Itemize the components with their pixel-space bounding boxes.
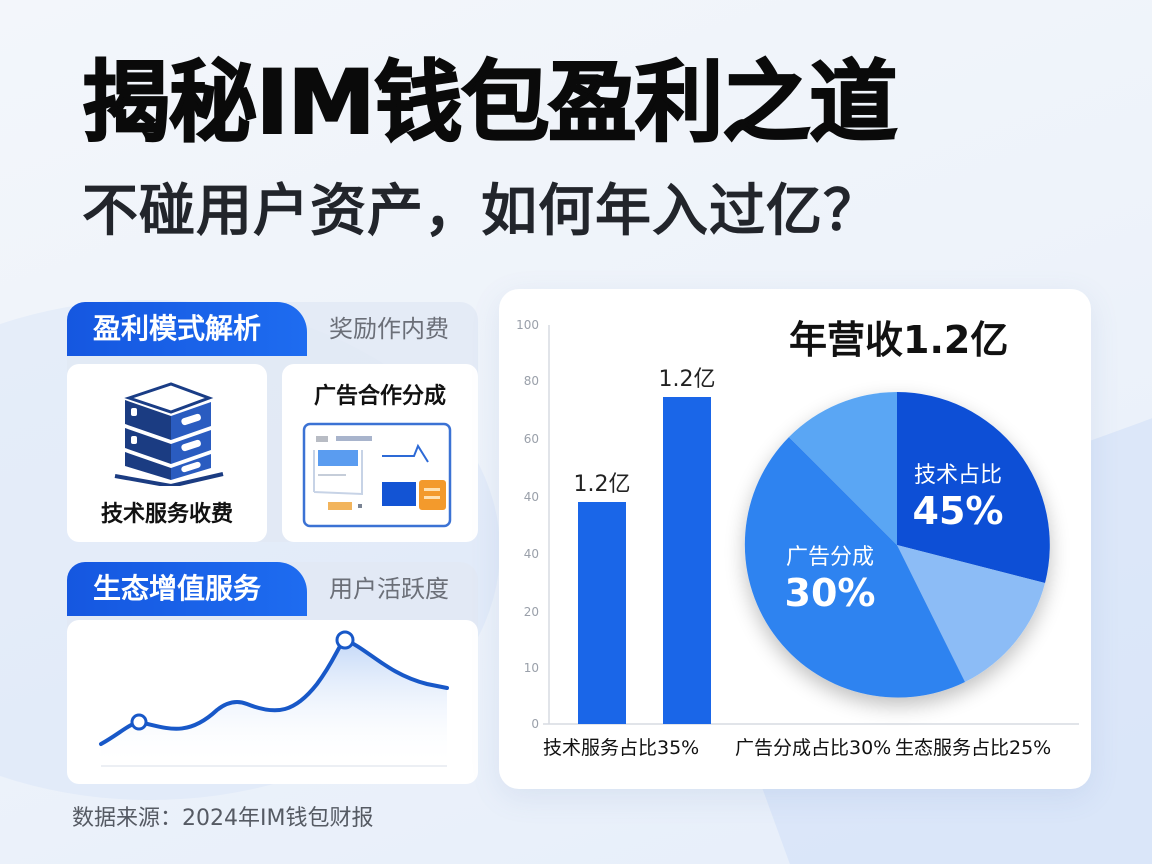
x-label: 生态服务占比25%: [895, 737, 1052, 759]
data-source-note: 数据来源：2024年IM钱包财报: [72, 806, 374, 831]
y-tick: 100: [516, 318, 539, 332]
line-chart: [99, 630, 449, 767]
data-point-marker: [335, 630, 355, 650]
x-label: 技术服务占比35%: [543, 737, 700, 759]
bar-tech: [578, 502, 626, 724]
y-tick: 60: [524, 432, 539, 446]
ecosystem-section: 生态增值服务 用户活跃度: [67, 562, 478, 784]
pie-label-ad: 广告分成 30%: [784, 545, 876, 615]
tech-service-card[interactable]: 技术服务收费: [67, 364, 267, 542]
y-tick: 20: [524, 605, 539, 619]
tab-ecosystem[interactable]: 生态增值服务: [67, 562, 307, 616]
data-point-marker: [130, 713, 148, 731]
ad-partnership-label: 广告合作分成: [313, 384, 446, 409]
ad-partnership-card[interactable]: 广告合作分成: [282, 364, 478, 542]
tab-secondary[interactable]: 奖励作内费: [329, 315, 449, 343]
server-icon: [114, 382, 224, 486]
pie-title: 年营收1.2亿: [789, 318, 1009, 362]
page-title: 揭秘IM钱包盈利之道: [81, 50, 898, 155]
tech-service-label: 技术服务收费: [100, 502, 233, 527]
y-tick: 40: [524, 547, 539, 561]
y-tick: 40: [524, 490, 539, 504]
bar-ad: [663, 397, 711, 724]
tab-profit-model[interactable]: 盈利模式解析: [67, 302, 307, 356]
user-activity-chart: [67, 620, 478, 784]
y-tick: 0: [531, 717, 539, 731]
page-subtitle: 不碰用户资产，如何年入过亿？: [82, 179, 880, 244]
bar-label-1: 1.2亿: [574, 472, 631, 497]
revenue-chart-card: 100 80 60 40 40 20 10 0 1.2亿 1.2亿 年营收1.2…: [499, 289, 1091, 789]
pie-slice-tech: [897, 392, 1050, 583]
y-tick: 10: [524, 661, 539, 675]
ad-dashboard-icon: [302, 422, 452, 528]
bar-label-2: 1.2亿: [659, 367, 716, 392]
x-label: 广告分成占比30%: [735, 737, 892, 759]
revenue-charts: 100 80 60 40 40 20 10 0 1.2亿 1.2亿: [516, 318, 1079, 731]
profit-model-section: 盈利模式解析 奖励作内费 技术服务收费 广告合作分成: [67, 302, 478, 542]
pie-label-tech: 技术占比 45%: [912, 463, 1004, 533]
tab-user-activity[interactable]: 用户活跃度: [329, 575, 449, 603]
y-tick: 80: [524, 374, 539, 388]
pie-slice-other: [897, 545, 1045, 682]
pie-slice-ad: [744, 437, 965, 698]
pie-slice-eco: [789, 392, 897, 545]
